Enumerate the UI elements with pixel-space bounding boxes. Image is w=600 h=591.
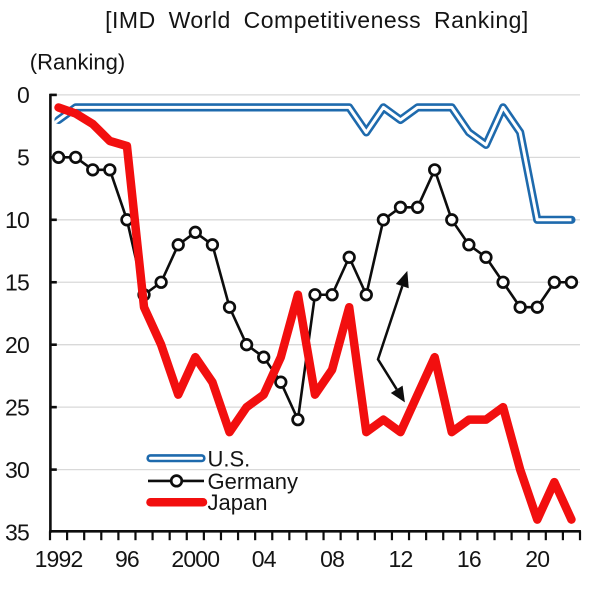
svg-text:30: 30	[5, 457, 29, 483]
svg-text:5: 5	[17, 145, 29, 171]
svg-text:12: 12	[388, 546, 412, 572]
svg-text:25: 25	[5, 394, 29, 420]
svg-text:Japan: Japan	[208, 490, 268, 515]
svg-text:1992: 1992	[35, 546, 83, 572]
svg-text:Germany: Germany	[208, 469, 298, 494]
svg-text:2000: 2000	[171, 546, 219, 572]
svg-text:U.S.: U.S.	[208, 446, 251, 471]
svg-text:16: 16	[457, 546, 481, 572]
svg-text:[IMD World Competitiveness Ran: [IMD World Competitiveness Ranking]	[105, 7, 529, 33]
svg-text:20: 20	[525, 546, 549, 572]
svg-text:10: 10	[5, 207, 29, 233]
svg-text:08: 08	[320, 546, 344, 572]
svg-text:20: 20	[5, 332, 29, 358]
svg-text:96: 96	[115, 546, 139, 572]
svg-text:35: 35	[5, 519, 29, 545]
svg-text:(Ranking): (Ranking)	[30, 50, 125, 75]
svg-text:0: 0	[17, 82, 29, 108]
svg-text:15: 15	[5, 269, 29, 295]
svg-text:04: 04	[252, 546, 277, 572]
